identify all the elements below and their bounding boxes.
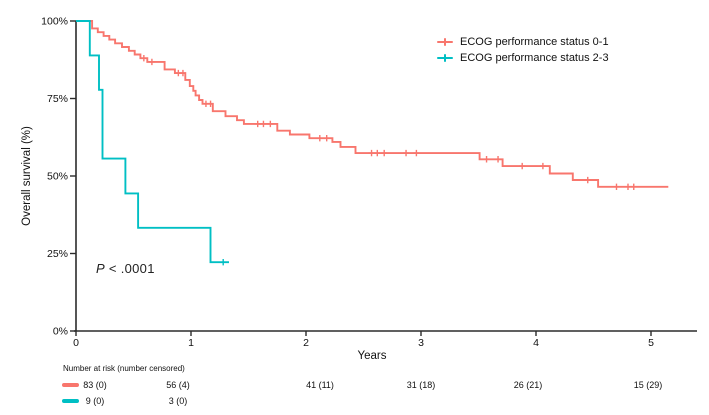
legend-marker-red-icon <box>437 36 453 47</box>
x-tick-label: 4 <box>533 337 539 349</box>
censor-mark-icon <box>316 134 323 142</box>
censor-mark-icon <box>207 100 214 107</box>
y-tick-label: 50% <box>47 171 68 183</box>
at-risk-group-marker-icon <box>62 399 79 403</box>
at-risk-value: 3 (0) <box>168 396 188 406</box>
at-risk-value: 83 (0) <box>83 380 107 390</box>
p-symbol: P <box>96 261 105 276</box>
censor-mark-icon <box>403 149 410 157</box>
censor-mark-icon <box>267 120 274 128</box>
at-risk-value: 41 (11) <box>306 380 334 390</box>
number-at-risk-table: Number at risk (number censored) 83 (0) 5… <box>0 362 709 415</box>
censor-mark-icon <box>381 149 388 157</box>
at-risk-header: Number at risk (number censored) <box>63 364 185 373</box>
p-value-text: < .0001 <box>104 261 155 276</box>
survival-curve-ecog-2-3 <box>76 20 229 264</box>
p-value-annotation: P < .0001 <box>96 261 155 276</box>
censor-mark-icon <box>140 55 147 62</box>
x-tick-label: 5 <box>648 337 654 349</box>
at-risk-group-marker-icon <box>62 383 79 387</box>
at-risk-value: 9 (0) <box>85 396 105 406</box>
censor-mark-icon <box>483 156 490 163</box>
censor-mark-icon <box>630 183 637 191</box>
censor-mark-icon <box>584 176 591 184</box>
axis-ticks <box>70 20 652 336</box>
censor-mark-icon <box>613 183 620 191</box>
legend-item-ecog-0-1: ECOG performance status 0-1 <box>437 34 609 49</box>
x-axis-title: Years <box>357 350 387 362</box>
censor-mark-icon <box>539 162 546 170</box>
censor-mark-icon <box>254 120 261 128</box>
censor-mark-icon <box>260 120 267 128</box>
legend: ECOG performance status 0-1 ECOG perform… <box>437 34 609 66</box>
censor-mark-icon <box>323 134 330 142</box>
censor-mark-icon <box>625 183 631 191</box>
censor-marks <box>140 55 637 266</box>
x-tick-label: 2 <box>303 337 309 349</box>
y-tick-label: 100% <box>41 16 68 28</box>
survival-curve-ecog-0-1 <box>76 20 669 188</box>
censor-mark-icon <box>413 149 420 157</box>
x-tick-label: 0 <box>73 337 79 349</box>
axes <box>74 21 697 332</box>
legend-label: ECOG performance status 0-1 <box>460 35 609 48</box>
y-axis-title: Overall survival (%) <box>21 126 33 226</box>
censor-mark-icon <box>148 58 155 66</box>
censor-mark-icon <box>495 156 502 163</box>
legend-label: ECOG performance status 2-3 <box>460 51 609 64</box>
legend-item-ecog-2-3: ECOG performance status 2-3 <box>437 50 609 65</box>
at-risk-value: 56 (4) <box>166 380 190 390</box>
y-tick-label: 25% <box>47 248 68 260</box>
survival-curves <box>76 20 669 264</box>
censor-mark-icon <box>179 69 186 77</box>
y-tick-label: 75% <box>47 93 68 105</box>
censor-mark-icon <box>220 258 227 266</box>
x-tick-label: 1 <box>188 337 194 349</box>
x-tick-label: 3 <box>418 337 424 349</box>
axis-tick-labels: 0% 25% 50% 75% 100% 0 1 2 3 4 5 <box>41 16 654 350</box>
censor-mark-icon <box>368 149 375 157</box>
censor-mark-icon <box>374 149 381 157</box>
at-risk-value: 26 (21) <box>513 380 543 390</box>
y-tick-label: 0% <box>53 326 68 338</box>
at-risk-value: 15 (29) <box>633 380 663 390</box>
at-risk-value: 31 (18) <box>406 380 436 390</box>
censor-mark-icon <box>519 162 526 170</box>
legend-marker-teal-icon <box>437 52 453 63</box>
